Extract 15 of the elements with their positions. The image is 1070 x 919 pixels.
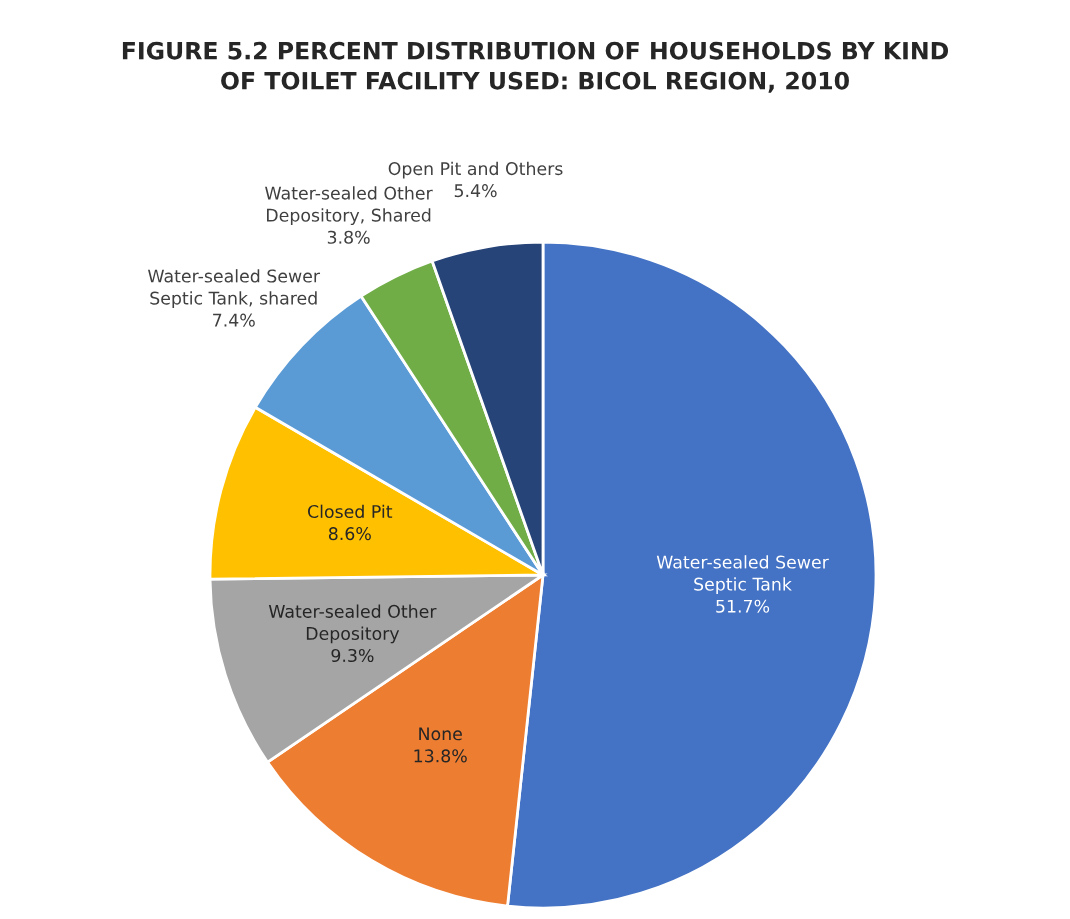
slice-label: Water-sealed Sewer Septic Tank, shared — [147, 269, 321, 309]
data-label: 8.6% — [328, 527, 371, 541]
slice-label: Closed Pit — [308, 504, 393, 519]
chart-title: FIGURE 5.2 PERCENT DISTRIBUTION OF HOUSEHOLDS BY KIND OF TOILET FACILITY USED: BICOL REGION, 2010 — [122, 41, 949, 93]
data-label: 7.4% — [213, 313, 255, 327]
slice-label: Open Pit and Others — [388, 161, 563, 179]
slice-label: Water-sealed Other Depository — [268, 604, 437, 644]
slice-label: None — [419, 727, 462, 741]
data-label: 3.8% — [327, 230, 370, 244]
data-label: 9.3% — [331, 648, 374, 663]
slice-label: Water-sealed Sewer Septic Tank — [656, 555, 829, 595]
data-label: 5.4% — [454, 184, 497, 198]
slice-label: Water-sealed Other Depository, Shared — [265, 186, 433, 226]
data-label: 13.8% — [414, 749, 467, 763]
data-label: 51.7% — [716, 599, 770, 613]
